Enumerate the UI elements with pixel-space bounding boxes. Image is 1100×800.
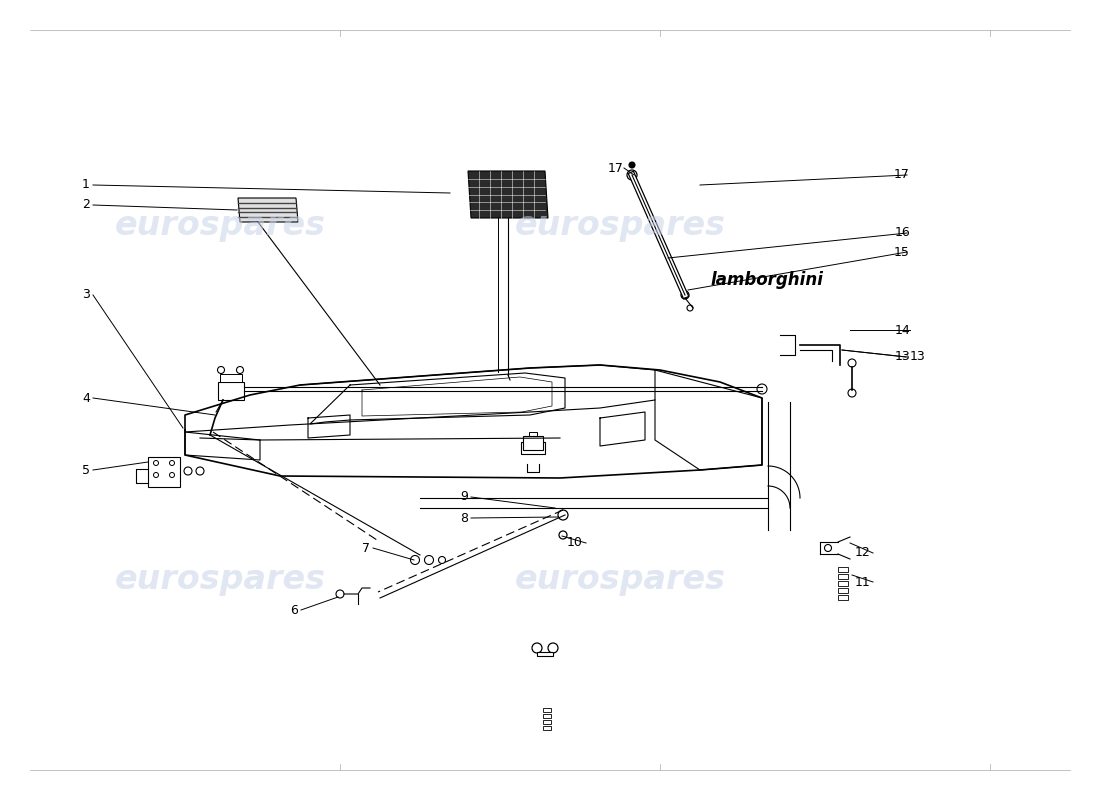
Text: 3: 3 [82, 289, 90, 302]
Circle shape [627, 170, 637, 180]
Polygon shape [468, 171, 548, 218]
Bar [838, 581, 848, 586]
Text: 6: 6 [290, 603, 298, 617]
Text: 11: 11 [855, 575, 870, 589]
Polygon shape [238, 198, 298, 222]
Text: eurospares: eurospares [114, 563, 326, 597]
Bar [543, 714, 551, 718]
Circle shape [558, 510, 568, 520]
Text: 16: 16 [894, 226, 910, 239]
Bar [838, 567, 848, 572]
Text: 1: 1 [82, 178, 90, 191]
Circle shape [559, 531, 566, 539]
Bar [537, 652, 553, 656]
Text: 14: 14 [894, 323, 910, 337]
Bar [220, 374, 242, 382]
Bar [838, 588, 848, 593]
Text: 12: 12 [855, 546, 870, 559]
Bar [522, 436, 543, 450]
Bar [543, 720, 551, 724]
Text: eurospares: eurospares [515, 563, 726, 597]
Text: 15: 15 [894, 246, 910, 258]
Text: 13: 13 [894, 350, 910, 363]
Circle shape [757, 384, 767, 394]
Text: eurospares: eurospares [515, 209, 726, 242]
Text: 10: 10 [568, 537, 583, 550]
Text: 9: 9 [460, 490, 467, 503]
Bar [838, 574, 848, 579]
Text: 17: 17 [608, 162, 624, 174]
Bar [543, 726, 551, 730]
Text: 2: 2 [82, 198, 90, 211]
Bar [218, 382, 244, 400]
Text: 8: 8 [460, 511, 467, 525]
Bar [148, 457, 180, 487]
Bar [543, 708, 551, 712]
Circle shape [681, 291, 689, 299]
Bar [838, 595, 848, 600]
Circle shape [629, 162, 635, 168]
Text: 17: 17 [894, 169, 910, 182]
Text: eurospares: eurospares [114, 209, 326, 242]
Text: 13: 13 [910, 350, 926, 363]
Bar [521, 442, 544, 454]
Text: 5: 5 [82, 463, 90, 477]
Bar [529, 432, 537, 442]
Text: 7: 7 [362, 542, 370, 554]
Text: 4: 4 [82, 391, 90, 405]
Text: lamborghini: lamborghini [710, 271, 823, 289]
